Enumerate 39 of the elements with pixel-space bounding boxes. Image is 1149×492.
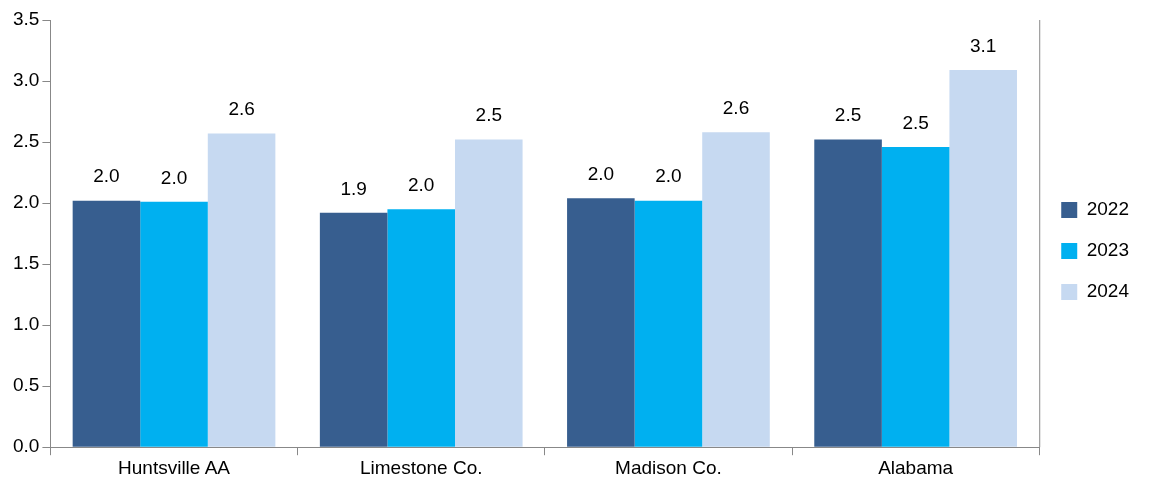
y-tick-label: 0.5 <box>12 374 40 396</box>
data-label: 2.0 <box>160 166 188 188</box>
data-label: 2.6 <box>722 97 750 119</box>
data-label: 3.1 <box>969 34 997 56</box>
legend-label: 2023 <box>1086 239 1130 261</box>
y-tick-label: 3.0 <box>12 69 40 91</box>
y-tick-label: 3.5 <box>12 8 40 30</box>
y-tick-label: 1.5 <box>12 252 40 274</box>
data-label: 2.0 <box>655 165 682 187</box>
data-label: 2.5 <box>475 104 502 126</box>
bar <box>949 70 1017 447</box>
bar <box>455 139 523 447</box>
data-label: 1.9 <box>340 177 367 199</box>
bar <box>814 139 882 447</box>
x-tick-label: Alabama <box>878 456 954 478</box>
legend-label: 2024 <box>1086 280 1130 302</box>
bar <box>207 133 276 447</box>
y-tick-label: 1.0 <box>12 313 40 335</box>
bar <box>140 201 208 447</box>
data-label: 2.0 <box>93 165 120 187</box>
bar <box>634 200 703 447</box>
bar <box>881 146 950 447</box>
bar <box>567 198 635 447</box>
data-label: 2.5 <box>834 104 862 126</box>
bar <box>702 132 770 447</box>
y-tick-label: 2.5 <box>12 130 40 152</box>
bar <box>319 212 388 447</box>
bar <box>72 200 141 447</box>
legend-label: 2022 <box>1086 198 1130 220</box>
data-label: 2.6 <box>228 98 255 120</box>
x-tick-label: Huntsville AA <box>118 456 231 478</box>
data-label: 2.5 <box>902 111 929 133</box>
x-tick-label: Limestone Co. <box>359 456 483 478</box>
x-tick-label: Madison Co. <box>615 456 722 478</box>
bar <box>387 209 456 447</box>
y-tick-label: 2.0 <box>12 191 40 213</box>
data-label: 2.0 <box>587 162 615 184</box>
y-tick-label: 0.0 <box>12 435 40 457</box>
data-label: 2.0 <box>408 173 435 195</box>
